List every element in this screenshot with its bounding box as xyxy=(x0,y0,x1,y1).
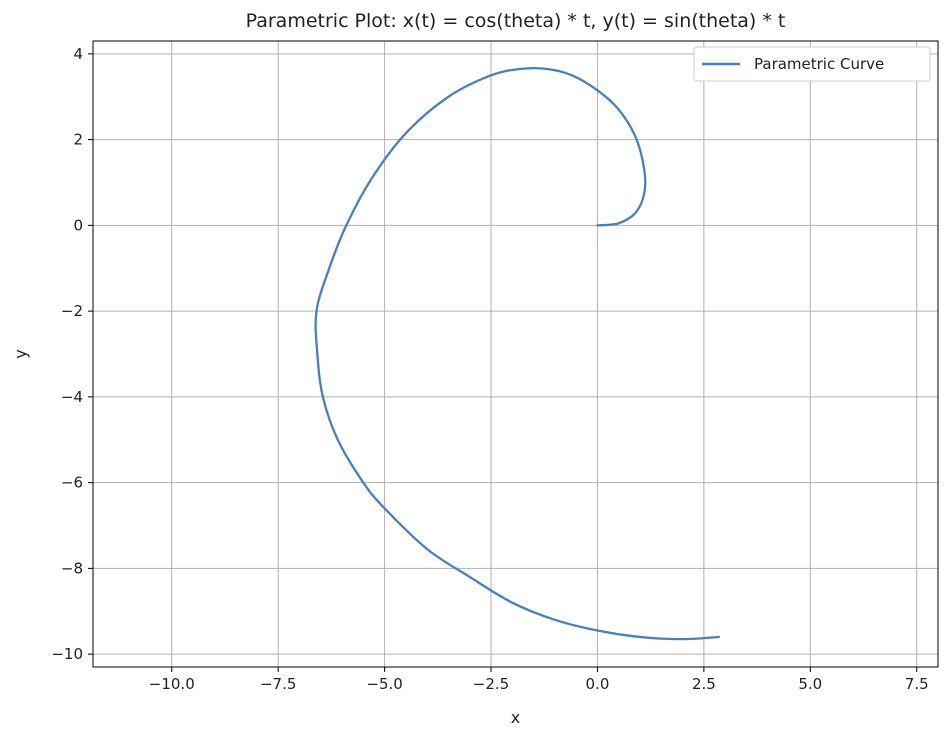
y-tick-label: −6 xyxy=(61,474,83,492)
x-tick-label: −5.0 xyxy=(366,675,402,693)
y-axis-label: y xyxy=(11,349,30,358)
grid xyxy=(93,41,938,667)
x-tick-label: 2.5 xyxy=(692,675,716,693)
y-tick-label: −4 xyxy=(61,388,83,406)
plot-frame xyxy=(92,40,939,668)
chart-title: Parametric Plot: x(t) = cos(theta) * t, … xyxy=(246,10,786,32)
x-tick-label: 7.5 xyxy=(905,675,929,693)
y-tick-label: 0 xyxy=(73,216,83,234)
legend: Parametric Curve xyxy=(693,46,931,82)
series-line xyxy=(314,66,720,641)
y-tick-label: −8 xyxy=(61,559,83,577)
x-tick-label: −2.5 xyxy=(473,675,509,693)
y-tick-label: 2 xyxy=(73,131,83,149)
y-tick-label: −10 xyxy=(51,645,83,663)
legend-box xyxy=(693,46,931,82)
x-tick-label: 0.0 xyxy=(586,675,610,693)
x-tick-label: 5.0 xyxy=(798,675,822,693)
legend-entry-label: Parametric Curve xyxy=(754,55,884,73)
x-tick-label: −10.0 xyxy=(149,675,195,693)
curves xyxy=(314,66,720,641)
y-tick-label: −2 xyxy=(61,302,83,320)
x-axis-label: x xyxy=(511,708,520,727)
x-axis: −10.0 −7.5 −5.0 −2.5 0.0 2.5 5.0 7.5 xyxy=(149,667,929,693)
y-axis: −10 −8 −6 −4 −2 0 2 4 xyxy=(51,45,93,663)
y-tick-label: 4 xyxy=(73,45,83,63)
x-tick-label: −7.5 xyxy=(260,675,296,693)
